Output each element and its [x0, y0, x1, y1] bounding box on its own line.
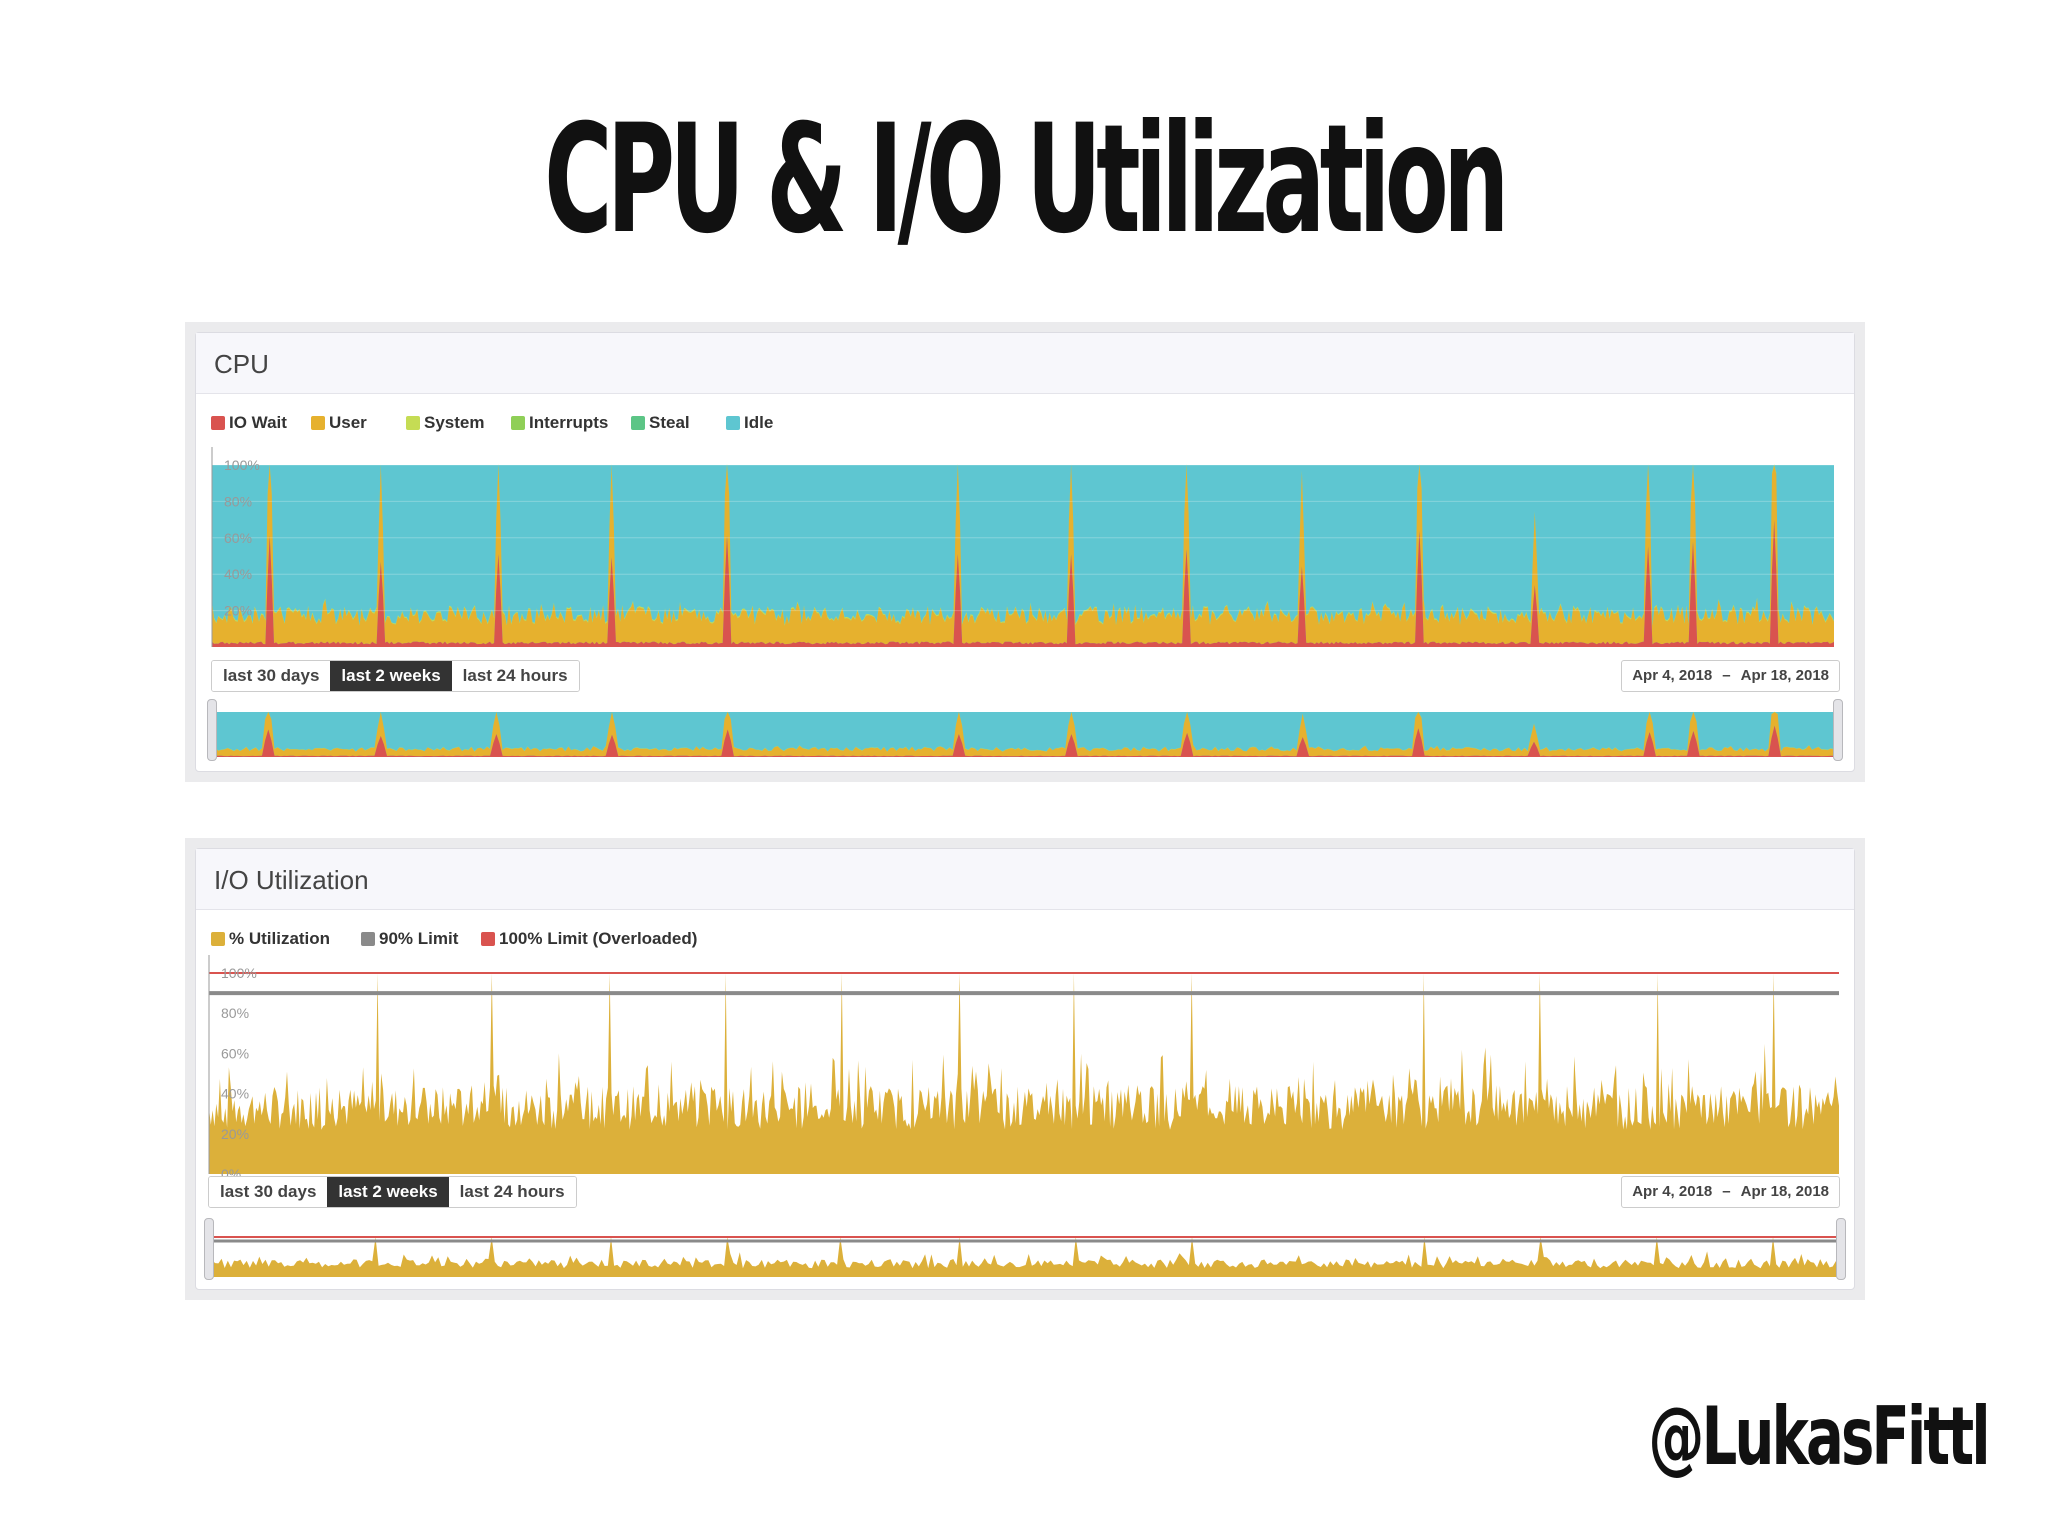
- legend-label: Idle: [744, 413, 774, 432]
- series-user-area: [212, 712, 1834, 757]
- cpu-date-range[interactable]: Apr 4, 2018– Apr 18, 2018: [1621, 660, 1840, 692]
- legend-label: % Utilization: [229, 929, 331, 948]
- range-last-2-weeks-button[interactable]: last 2 weeks: [330, 661, 452, 691]
- cpu-range-selector: last 30 days last 2 weeks last 24 hours: [211, 660, 580, 692]
- io-panel-header: I/O Utilization: [196, 849, 1854, 910]
- legend-item-system[interactable]: System: [406, 413, 484, 433]
- cpu-chart: 100% 80% 60% 40% 20%: [211, 447, 1834, 757]
- y-tick-label: 60%: [221, 1045, 249, 1061]
- date-separator: –: [1722, 667, 1731, 684]
- io-panel-frame: I/O Utilization % Utilization 90% Limit …: [185, 838, 1865, 1300]
- io-panel-title: I/O Utilization: [214, 865, 369, 895]
- series-user-area: [212, 465, 1834, 645]
- y-tick-label: 60%: [224, 530, 252, 546]
- legend-item-90-limit[interactable]: 90% Limit: [361, 929, 458, 949]
- legend-item-io-wait[interactable]: IO Wait: [211, 413, 287, 433]
- legend-swatch: [311, 416, 325, 430]
- y-tick-label: 20%: [221, 1126, 249, 1142]
- legend-item-interrupts[interactable]: Interrupts: [511, 413, 608, 433]
- legend-swatch: [211, 416, 225, 430]
- series-system-area: [212, 711, 1834, 752]
- y-tick-label: 80%: [224, 493, 252, 509]
- date-from: Apr 4, 2018: [1632, 667, 1713, 684]
- io-navigator-right-handle[interactable]: [1836, 1218, 1846, 1280]
- range-last-24-hours-button[interactable]: last 24 hours: [448, 1177, 576, 1207]
- legend-item-100-limit[interactable]: 100% Limit (Overloaded): [481, 929, 697, 949]
- date-to: Apr 18, 2018: [1740, 1183, 1829, 1200]
- cpu-panel-header: CPU: [196, 333, 1854, 394]
- legend-item-user[interactable]: User: [311, 413, 367, 433]
- legend-label: Steal: [649, 413, 690, 432]
- legend-label: 100% Limit (Overloaded): [499, 929, 698, 948]
- range-last-24-hours-button[interactable]: last 24 hours: [451, 661, 579, 691]
- cpu-panel-frame: CPU IO Wait User System Interrupts Steal…: [185, 322, 1865, 782]
- io-chart: 100%80%60%40%20%0%: [208, 955, 1839, 1277]
- date-from: Apr 4, 2018: [1632, 1183, 1713, 1200]
- cpu-panel: CPU IO Wait User System Interrupts Steal…: [195, 332, 1855, 772]
- io-range-selector: last 30 days last 2 weeks last 24 hours: [208, 1176, 577, 1208]
- y-tick-label: 100%: [224, 457, 260, 473]
- legend-label: System: [424, 413, 485, 432]
- legend-item-steal[interactable]: Steal: [631, 413, 690, 433]
- io-date-range[interactable]: Apr 4, 2018– Apr 18, 2018: [1621, 1176, 1840, 1208]
- y-tick-label: 100%: [221, 965, 257, 981]
- y-tick-label: 40%: [221, 1086, 249, 1102]
- series-utilization-area: [209, 1237, 1839, 1277]
- y-tick-label: 20%: [224, 603, 252, 619]
- legend-item-utilization[interactable]: % Utilization: [211, 929, 330, 949]
- date-to: Apr 18, 2018: [1740, 667, 1829, 684]
- series-utilization-area: [209, 973, 1839, 1174]
- series-system-area: [212, 463, 1834, 626]
- range-last-30-days-button[interactable]: last 30 days: [212, 661, 331, 691]
- io-navigator-left-handle[interactable]: [204, 1218, 214, 1280]
- range-last-30-days-button[interactable]: last 30 days: [209, 1177, 328, 1207]
- y-tick-label: 40%: [224, 566, 252, 582]
- range-last-2-weeks-button[interactable]: last 2 weeks: [327, 1177, 449, 1207]
- io-panel: I/O Utilization % Utilization 90% Limit …: [195, 848, 1855, 1290]
- cpu-panel-title: CPU: [214, 349, 269, 379]
- legend-swatch: [406, 416, 420, 430]
- legend-swatch: [511, 416, 525, 430]
- legend-label: Interrupts: [529, 413, 609, 432]
- legend-label: User: [329, 413, 367, 432]
- cpu-navigator-left-handle[interactable]: [207, 699, 217, 761]
- legend-swatch: [481, 932, 495, 946]
- date-separator: –: [1722, 1183, 1731, 1200]
- author-handle: @LukasFittl: [1648, 1390, 1991, 1483]
- legend-swatch: [726, 416, 740, 430]
- cpu-navigator-right-handle[interactable]: [1833, 699, 1843, 761]
- legend-item-idle[interactable]: Idle: [726, 413, 773, 433]
- legend-label: IO Wait: [229, 413, 287, 432]
- legend-swatch: [361, 932, 375, 946]
- y-tick-label: 80%: [221, 1005, 249, 1021]
- legend-swatch: [211, 932, 225, 946]
- legend-label: 90% Limit: [379, 929, 459, 948]
- legend-swatch: [631, 416, 645, 430]
- slide-title: CPU & I/O Utilization: [544, 93, 1509, 267]
